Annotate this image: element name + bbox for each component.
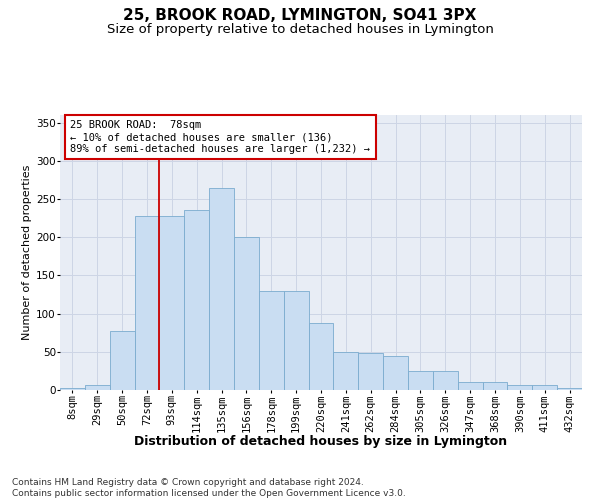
Bar xyxy=(184,210,209,390)
Bar xyxy=(209,188,234,390)
Bar xyxy=(259,290,284,390)
Bar xyxy=(482,382,508,390)
Text: Contains HM Land Registry data © Crown copyright and database right 2024.
Contai: Contains HM Land Registry data © Crown c… xyxy=(12,478,406,498)
Bar xyxy=(308,323,334,390)
Text: 25 BROOK ROAD:  78sqm
← 10% of detached houses are smaller (136)
89% of semi-det: 25 BROOK ROAD: 78sqm ← 10% of detached h… xyxy=(70,120,370,154)
Bar xyxy=(134,216,160,390)
Text: Size of property relative to detached houses in Lymington: Size of property relative to detached ho… xyxy=(107,22,493,36)
Text: 25, BROOK ROAD, LYMINGTON, SO41 3PX: 25, BROOK ROAD, LYMINGTON, SO41 3PX xyxy=(124,8,476,22)
Bar xyxy=(234,237,259,390)
Bar xyxy=(508,384,532,390)
Bar xyxy=(85,384,110,390)
Bar xyxy=(60,388,85,390)
Bar xyxy=(458,382,482,390)
Bar xyxy=(358,354,383,390)
Text: Distribution of detached houses by size in Lymington: Distribution of detached houses by size … xyxy=(134,435,508,448)
Bar xyxy=(160,216,184,390)
Bar xyxy=(408,371,433,390)
Bar xyxy=(383,356,408,390)
Bar xyxy=(557,388,582,390)
Bar xyxy=(334,352,358,390)
Y-axis label: Number of detached properties: Number of detached properties xyxy=(22,165,32,340)
Bar xyxy=(433,371,458,390)
Bar xyxy=(532,386,557,390)
Bar xyxy=(284,290,308,390)
Bar xyxy=(110,331,134,390)
